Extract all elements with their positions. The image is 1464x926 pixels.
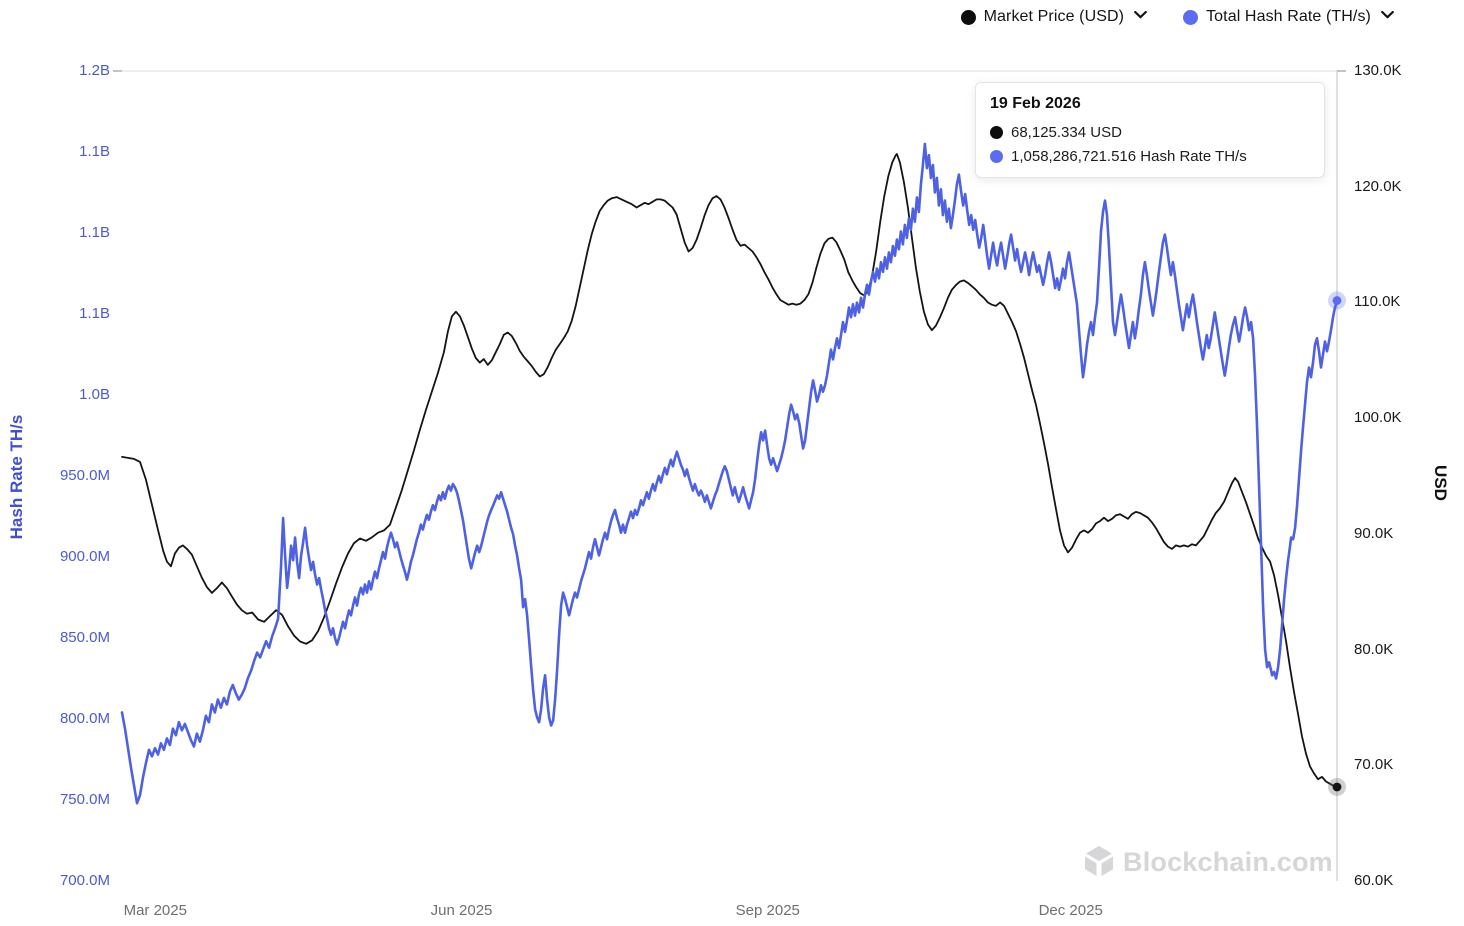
- left-axis-tick: 1.1B: [79, 305, 110, 322]
- right-axis-tick: 120.0K: [1354, 177, 1402, 195]
- left-axis-tick: 1.1B: [79, 143, 110, 160]
- left-axis-tick: 750.0M: [59, 791, 110, 808]
- left-axis-tick: 800.0M: [59, 710, 110, 727]
- right-axis-tick: 110.0K: [1354, 293, 1401, 311]
- tooltip-hashrate-value: 1,058,286,721.516 Hash Rate TH/s: [1011, 148, 1247, 165]
- left-axis-tick: 1.0B: [79, 386, 110, 403]
- hashrate-dot-icon: [990, 150, 1003, 163]
- price-dot-icon: [990, 126, 1003, 139]
- right-axis-tick: 60.0K: [1354, 872, 1394, 889]
- left-axis-tick: 1.2B: [79, 62, 110, 79]
- left-axis-title: Hash Rate TH/s: [7, 414, 26, 540]
- x-axis-tick: Jun 2025: [430, 902, 493, 919]
- left-axis-tick: 850.0M: [59, 629, 110, 646]
- watermark-text: Blockchain.com: [1123, 846, 1333, 877]
- right-axis-title: USD: [1431, 465, 1450, 501]
- right-axis-tick: 130.0K: [1354, 62, 1402, 79]
- tooltip-row-hashrate: 1,058,286,721.516 Hash Rate TH/s: [990, 148, 1310, 165]
- x-axis-tick: Sep 2025: [735, 902, 800, 919]
- chevron-down-icon[interactable]: [1134, 11, 1147, 19]
- market-price-dot-icon: [960, 9, 976, 25]
- legend-item-market-price[interactable]: Market Price (USD): [960, 8, 1147, 26]
- legend-label-hash-rate: Total Hash Rate (TH/s): [1206, 8, 1371, 25]
- left-axis-tick: 700.0M: [59, 872, 110, 889]
- right-axis-tick: 90.0K: [1354, 524, 1394, 542]
- left-axis-tick: 950.0M: [59, 467, 110, 484]
- right-axis-tick: 70.0K: [1354, 756, 1394, 774]
- blockchain-watermark: Blockchain.com: [1084, 846, 1333, 878]
- x-axis-tick: Mar 2025: [123, 902, 187, 919]
- left-axis-tick: 900.0M: [59, 548, 110, 565]
- blockchain-logo-icon: [1085, 846, 1113, 876]
- legend: Market Price (USD) Total Hash Rate (TH/s…: [960, 8, 1394, 26]
- legend-item-hash-rate[interactable]: Total Hash Rate (TH/s): [1183, 8, 1394, 26]
- legend-label-market-price: Market Price (USD): [983, 8, 1125, 25]
- left-axis-tick: 1.1B: [79, 224, 110, 241]
- tooltip: 19 Feb 2026 68,125.334 USD 1,058,286,721…: [975, 82, 1325, 178]
- tooltip-row-price: 68,125.334 USD: [990, 124, 1310, 141]
- tooltip-date: 19 Feb 2026: [990, 95, 1081, 112]
- right-axis-tick: 100.0K: [1354, 409, 1402, 427]
- hash-rate-dot-icon: [1183, 9, 1199, 25]
- chevron-down-icon[interactable]: [1381, 11, 1394, 19]
- tooltip-price-value: 68,125.334 USD: [1011, 124, 1122, 141]
- right-axis-tick: 80.0K: [1354, 640, 1394, 658]
- x-axis-tick: Dec 2025: [1038, 902, 1103, 919]
